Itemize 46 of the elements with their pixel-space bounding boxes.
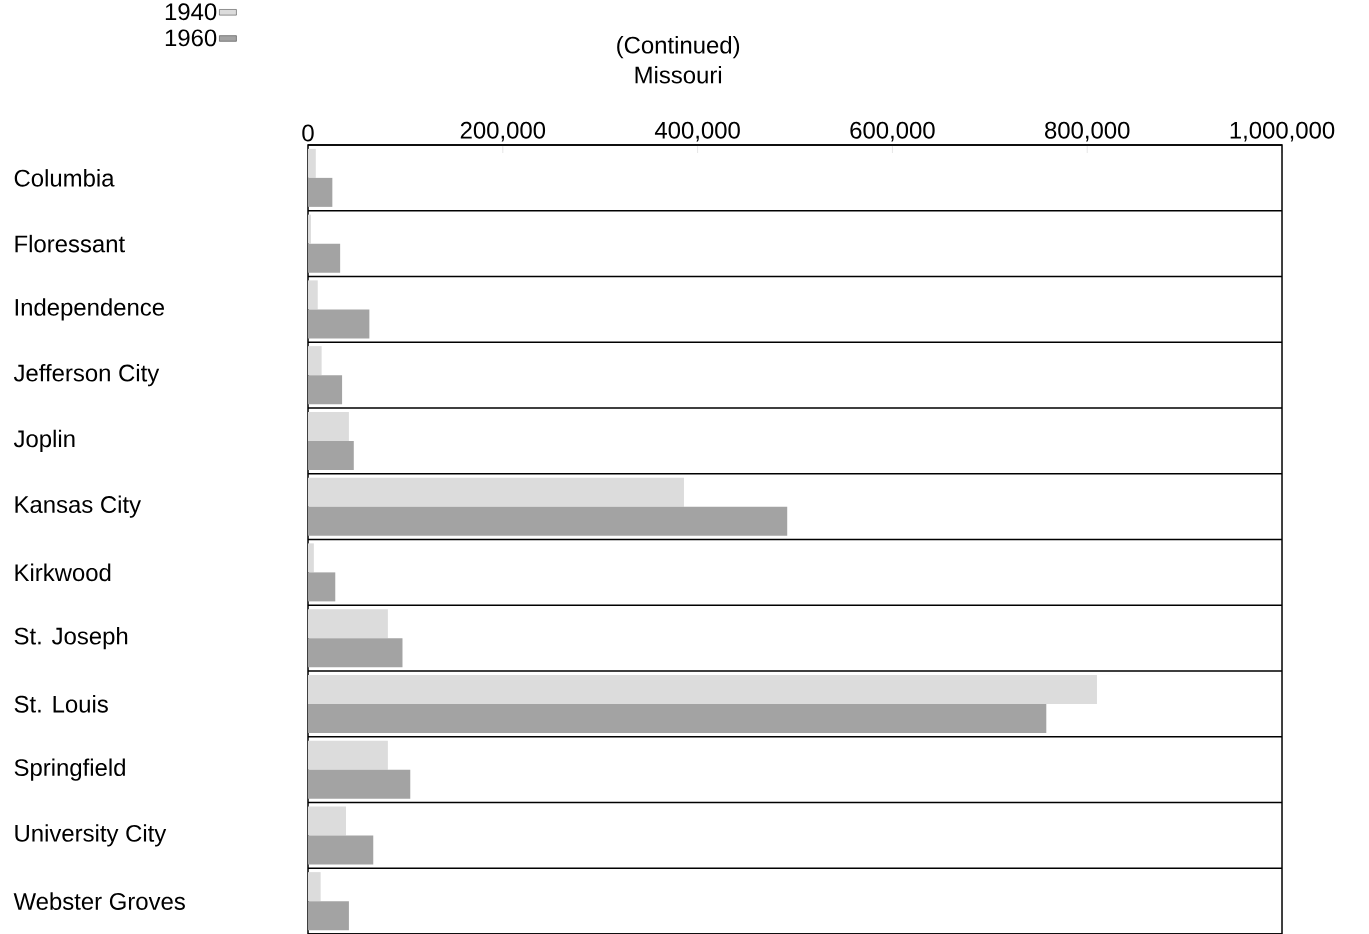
x-tick-label: 800,000 — [1045, 121, 1130, 142]
bar — [308, 543, 314, 573]
y-tick-label: Columbia — [14, 169, 115, 187]
bar — [308, 375, 343, 405]
chart-title: (Continued) — [617, 36, 740, 59]
bar — [308, 703, 1047, 733]
bar — [308, 572, 336, 602]
y-tick-label: University City — [15, 824, 167, 847]
bar — [308, 901, 349, 931]
y-tick-label: Kansas City — [15, 495, 142, 518]
bar — [308, 177, 333, 207]
bar — [308, 214, 311, 244]
legend-label: 1960 — [165, 29, 217, 47]
y-tick-label: Jefferson City — [13, 363, 160, 387]
chart-subtitle: Missouri — [635, 65, 722, 84]
x-tick-label: 0 — [302, 124, 314, 142]
bar — [308, 806, 346, 836]
bar — [308, 506, 788, 536]
bar — [308, 674, 1097, 704]
bar — [308, 609, 388, 639]
x-tick-label: 200,000 — [460, 121, 546, 142]
y-tick-label: Webster Groves — [13, 892, 185, 910]
bar — [308, 243, 341, 273]
y-tick-label: Joplin — [13, 429, 75, 453]
bar — [308, 411, 349, 441]
bar — [308, 309, 370, 339]
bar — [308, 835, 374, 865]
y-tick-label: Springfield — [14, 758, 125, 781]
y-tick-label: Independence — [15, 298, 164, 321]
bar — [308, 740, 388, 770]
legend-label: 1940 — [165, 3, 217, 21]
x-tick-label: 600,000 — [850, 121, 935, 142]
bar — [308, 872, 321, 902]
bar — [308, 280, 318, 310]
bar — [308, 638, 403, 668]
bar — [308, 477, 684, 507]
y-tick-label: St. Joseph — [14, 626, 128, 650]
bar — [308, 346, 322, 376]
x-tick-label: 1,000,000 — [1230, 121, 1335, 142]
bar — [308, 148, 316, 178]
y-tick-label: Kirkwood — [15, 563, 111, 582]
x-tick-label: 400,000 — [654, 121, 740, 142]
y-tick-label: Floressant — [15, 234, 125, 253]
bar — [308, 769, 411, 799]
y-tick-label: St. Louis — [14, 695, 108, 713]
bar — [308, 440, 354, 470]
